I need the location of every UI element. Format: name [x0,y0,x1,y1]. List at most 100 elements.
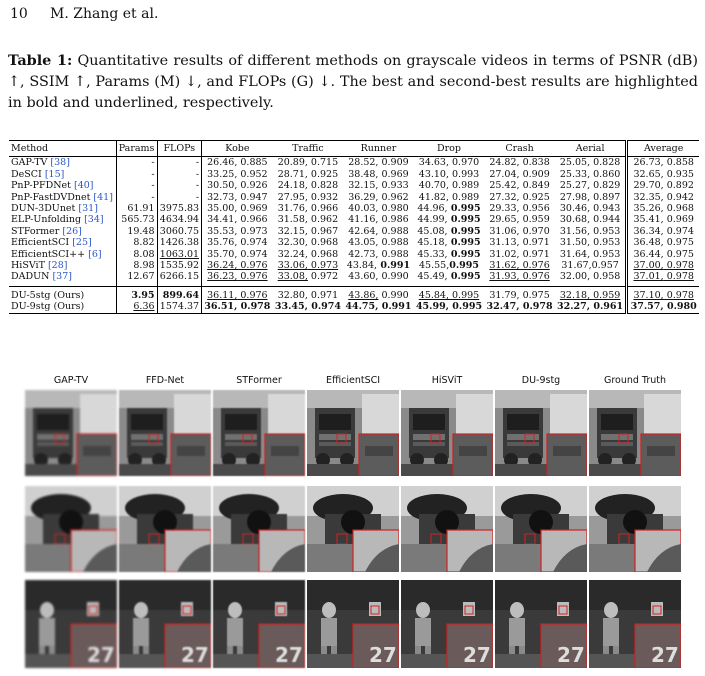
flops-cell: 1535.92 [156,260,202,272]
aerial-cell: 32.00, 0.958 [555,271,627,286]
aerial-value: 30.46, 0.943 [559,203,621,215]
citation-link[interactable]: [38] [50,157,70,169]
traffic-cell: 31.58, 0.962 [273,214,344,225]
drop-value: 34.63, 0.970 [418,157,480,169]
flops-value: - [195,168,200,180]
figure-column-title: HiSViT [431,375,463,386]
average-value: 36.48, 0.975 [633,237,694,249]
drop-cell: 45.33, 0.995 [414,249,485,260]
figure-image-car-close-up [213,486,305,572]
drop-cell: 45.84, 0.995 [414,286,485,301]
page-number: 10 [10,6,28,22]
method-name: DADUN [11,271,50,283]
figure-image-basketball-player: 27 [119,580,211,668]
kobe-value: 26.46, 0.885 [207,157,268,169]
method-name: DU-9stg (Ours) [11,301,85,313]
params-value: - [151,168,155,180]
method-cell: DeSCI [15] [9,169,116,180]
figure-image-truck [307,390,399,476]
citation-link[interactable]: [15] [44,168,65,180]
crash-value: 29.65, 0.959 [489,214,550,226]
table-row: DUN-3DUnet [31] 61.91 3975.83 35.00, 0.969 3… [9,203,699,215]
citation-link[interactable]: [25] [72,237,92,249]
crash-cell: 29.65, 0.959 [484,214,555,225]
runner-value: 43.60, 0.990 [348,271,409,283]
citation-link[interactable]: [31] [78,203,98,215]
flops-cell: 1063.01 [156,248,202,261]
average-value: 36.34, 0.974 [633,225,694,237]
crash-cell: 24.82, 0.838 [484,157,555,169]
figure-column-title: DU-9stg [521,375,561,386]
ours-rows: DU-5stg (Ours) 3.95 899.64 36.11, 0.976 32.8… [9,286,699,314]
traffic-cell: 33.06, 0.973 [273,260,344,271]
flops-cell: 3060.75 [156,225,202,238]
method-name: PnP-PFDNet [11,180,71,192]
citation-link[interactable]: [40] [73,180,94,192]
crash-value: 31.06, 0.970 [489,225,550,237]
drop-value: 45.49, 0.995 [417,271,481,283]
kobe-cell: 35.53, 0.973 [201,225,273,238]
params-value: 19.48 [127,225,155,237]
crash-value: 31.13, 0.971 [489,237,550,249]
traffic-value: 20.89, 0.715 [277,157,339,169]
citation-link[interactable]: [6] [88,248,102,260]
average-cell: 36.44, 0.975 [625,248,699,261]
method-cell: DUN-3DUnet [31] [9,203,116,214]
average-cell: 37.57, 0.980 [625,301,699,314]
col-header-method: Method [11,143,49,154]
drop-cell: 45.18, 0.995 [414,237,485,248]
runner-value: 38.48, 0.969 [348,168,409,180]
citation-link[interactable]: [37] [52,271,72,283]
figure-image-car-close-up [589,486,681,572]
params-value: 565.73 [121,214,155,226]
traffic-cell: 28.71, 0.925 [273,169,344,180]
traffic-cell: 20.89, 0.715 [273,157,344,169]
runner-value: 42.64, 0.988 [348,225,409,237]
flops-value: - [195,180,200,192]
params-value: 8.08 [133,248,155,260]
table-row: GAP-TV [38] - -26.46, 0.885 20.89, 0.715 28.… [9,156,699,169]
params-value: 3.95 [131,289,155,301]
traffic-value: 32.24, 0.968 [277,248,339,260]
runner-value: 43.05, 0.988 [348,237,409,249]
runner-value: 40.03, 0.980 [348,203,409,215]
method-cell: ELP-Unfolding [34] [9,214,116,225]
citation-link[interactable]: [28] [47,260,68,272]
average-value: 37.57, 0.980 [630,301,697,313]
citation-link[interactable]: [34] [84,214,104,226]
running-header: 10 M. Zhang et al. [10,6,158,22]
method-cell: DADUN [37] [9,271,116,286]
kobe-value: 32.73, 0.947 [207,191,268,203]
flops-cell: - [156,156,202,169]
params-cell: 8.08 [115,248,158,261]
average-value: 35.26, 0.968 [633,203,694,215]
col-header-average: Average [625,140,699,157]
citation-link[interactable]: [41] [93,191,113,203]
params-cell: 565.73 [115,214,158,226]
citation-link[interactable]: [26] [62,225,82,237]
crash-value: 24.82, 0.838 [489,157,550,169]
method-cell: PnP-FastDVDnet [41] [9,192,116,203]
method-name: DUN-3DUnet [11,203,76,215]
method-name: EfficientSCI [11,237,70,249]
flops-cell: 3975.83 [156,203,202,215]
kobe-value: 35.00, 0.969 [207,203,268,215]
kobe-cell: 35.00, 0.969 [201,203,273,215]
kobe-value: 35.53, 0.973 [207,225,268,237]
flops-value: 1574.37 [159,301,200,313]
runner-cell: 43.05, 0.988 [343,237,414,248]
figure-column-title: STFormer [236,375,282,386]
runner-cell: 44.75, 0.991 [343,301,414,313]
aerial-cell: 30.46, 0.943 [555,203,627,214]
aerial-value: 25.27, 0.829 [559,180,621,192]
params-cell: 8.82 [115,237,158,249]
drop-cell: 45.08, 0.995 [414,226,485,237]
table-header-row: Method Params FLOPs Kobe Traffic Runner … [9,140,699,157]
kobe-cell: 35.76, 0.974 [201,237,273,249]
traffic-cell: 32.24, 0.968 [273,249,344,260]
aerial-cell: 25.27, 0.829 [555,180,627,191]
svg-text:27: 27 [275,643,303,667]
aerial-value: 31.50, 0.953 [559,237,621,249]
col-header-params: Params [115,140,158,157]
method-name: ELP-Unfolding [11,214,82,226]
